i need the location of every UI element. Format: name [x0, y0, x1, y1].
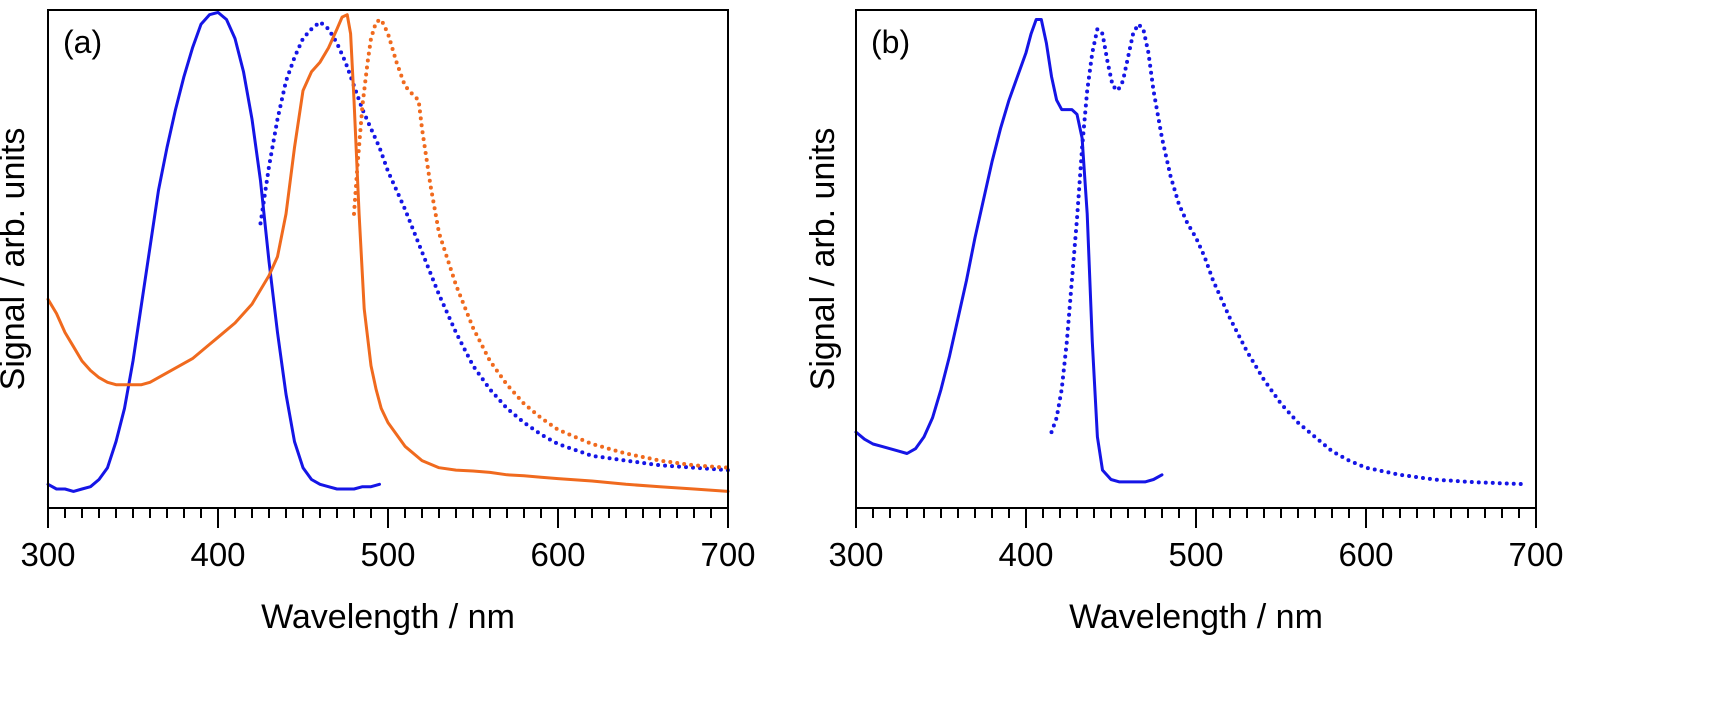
x-tick-label: 600	[530, 536, 585, 573]
plot-frame	[855, 9, 1537, 509]
x-tick-label: 700	[700, 536, 755, 573]
series-line-2	[258, 19, 730, 473]
x-tick-label: 500	[1168, 536, 1223, 573]
x-tick-label: 300	[20, 536, 75, 573]
series-line-3	[46, 13, 730, 493]
y-axis-label: Signal / arb. units	[0, 128, 32, 391]
x-tick-label: 400	[998, 536, 1053, 573]
series-line-4	[352, 17, 730, 470]
series-line-1	[46, 10, 381, 493]
series-line-2	[1049, 22, 1530, 487]
plot-frame	[47, 9, 729, 509]
x-axis-label: Wavelength / nm	[261, 598, 515, 636]
x-tick-label: 600	[1338, 536, 1393, 573]
series-line-1	[854, 18, 1164, 484]
x-axis-label: Wavelength / nm	[1069, 598, 1323, 636]
panel-a: 300 400 500 600 700 Wavelength / nm Signal / a…	[0, 9, 756, 636]
panel-label: (a)	[63, 24, 102, 60]
panel-label: (b)	[871, 24, 910, 60]
y-axis-label: Signal / arb. units	[804, 128, 842, 391]
x-tick-label: 700	[1508, 536, 1563, 573]
panel-b: 300 400 500 600 700 Wavelength / nm Signal / a…	[804, 9, 1564, 636]
x-tick-label: 300	[828, 536, 883, 573]
x-tick-label: 400	[190, 536, 245, 573]
x-tick-label: 500	[360, 536, 415, 573]
